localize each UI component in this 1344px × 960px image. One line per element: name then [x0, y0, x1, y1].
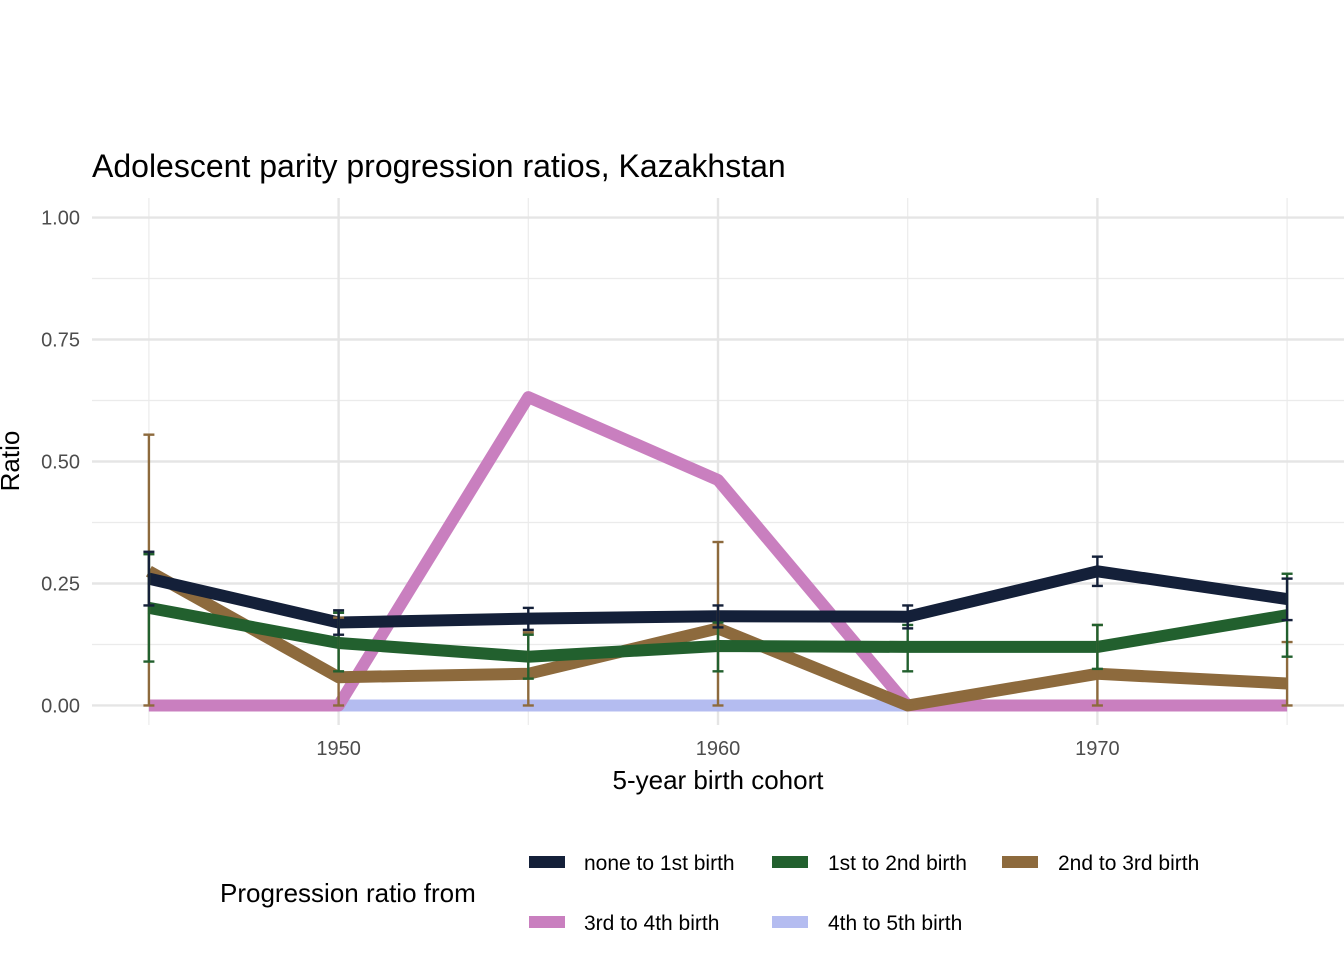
y-tick-label: 0.75 — [41, 330, 80, 352]
y-tick-label: 0.00 — [41, 695, 80, 717]
x-tick-label: 1970 — [1075, 738, 1120, 760]
y-axis-ticks: 0.00 0.25 0.50 0.75 1.00 — [41, 208, 80, 718]
legend-label: 2nd to 3rd birth — [1058, 852, 1199, 875]
x-axis-title: 5-year birth cohort — [613, 765, 825, 795]
legend: Progression ratio from none to 1st birth… — [220, 852, 1199, 935]
y-axis-title: Ratio — [0, 431, 25, 492]
x-tick-label: 1960 — [696, 738, 741, 760]
legend-label: 1st to 2nd birth — [828, 852, 967, 875]
y-tick-label: 1.00 — [41, 208, 80, 230]
legend-label: 3rd to 4th birth — [584, 912, 719, 935]
legend-title: Progression ratio from — [220, 878, 476, 908]
y-tick-label: 0.50 — [41, 452, 80, 474]
legend-label: 4th to 5th birth — [828, 912, 962, 935]
x-axis-ticks: 1950 1960 1970 — [316, 738, 1119, 760]
x-tick-label: 1950 — [316, 738, 361, 760]
error-bars — [143, 433, 1293, 707]
legend-label: none to 1st birth — [584, 852, 735, 875]
y-tick-label: 0.25 — [41, 573, 80, 595]
chart-title: Adolescent parity progression ratios, Ka… — [92, 148, 786, 184]
